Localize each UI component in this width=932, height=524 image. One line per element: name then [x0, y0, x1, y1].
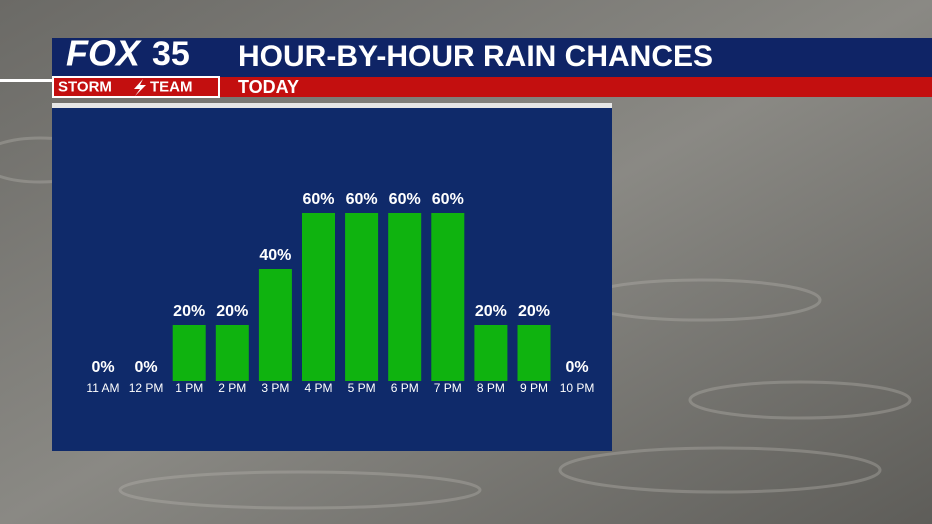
x-tick-label: 9 PM [520, 381, 548, 395]
subtitle-bar [220, 77, 932, 97]
rule [0, 79, 60, 82]
x-tick-label: 10 PM [560, 381, 595, 395]
x-tick-label: 8 PM [477, 381, 505, 395]
x-tick-label: 2 PM [218, 381, 246, 395]
value-label: 20% [216, 303, 248, 320]
plot: 0% 11 AM 0% 12 PM 20% 1 PM 20% 2 PM 40% 3 PM 60% 4 … [86, 191, 594, 395]
value-label: 60% [302, 191, 334, 208]
bar [388, 213, 422, 381]
value-label: 20% [518, 303, 550, 320]
value-label: 60% [432, 191, 464, 208]
logo-team-right: TEAM [150, 78, 193, 95]
value-label: 40% [259, 247, 291, 264]
x-tick-label: 5 PM [348, 381, 376, 395]
bar [474, 325, 508, 381]
value-label: 0% [135, 359, 158, 376]
bar [215, 325, 249, 381]
chart-subtitle: TODAY [238, 77, 299, 97]
logo-number: 35 [152, 35, 190, 73]
x-tick-label: 11 AM [86, 381, 119, 395]
bar [302, 213, 335, 381]
bolt-icon [134, 79, 146, 96]
value-label: 0% [91, 359, 114, 376]
value-label: 60% [389, 191, 421, 208]
x-tick-label: 4 PM [304, 381, 332, 395]
value-label: 20% [475, 303, 507, 320]
x-tick-label: 7 PM [434, 381, 462, 395]
bar [431, 213, 465, 381]
logo-team-left: STORM [58, 78, 112, 95]
title-bar [52, 38, 932, 77]
value-label: 20% [173, 303, 205, 320]
bar [172, 325, 206, 381]
logo-brand: FOX [66, 33, 142, 74]
bar [517, 325, 551, 381]
x-tick-label: 12 PM [129, 381, 164, 395]
value-label: 60% [346, 191, 378, 208]
bar [258, 269, 292, 381]
x-tick-label: 3 PM [261, 381, 289, 395]
bar [345, 213, 379, 381]
x-tick-label: 1 PM [175, 381, 203, 395]
chart-title: HOUR-BY-HOUR RAIN CHANCES [238, 40, 713, 73]
value-label: 0% [566, 359, 589, 376]
x-tick-label: 6 PM [391, 381, 419, 395]
panel-top [52, 103, 612, 108]
